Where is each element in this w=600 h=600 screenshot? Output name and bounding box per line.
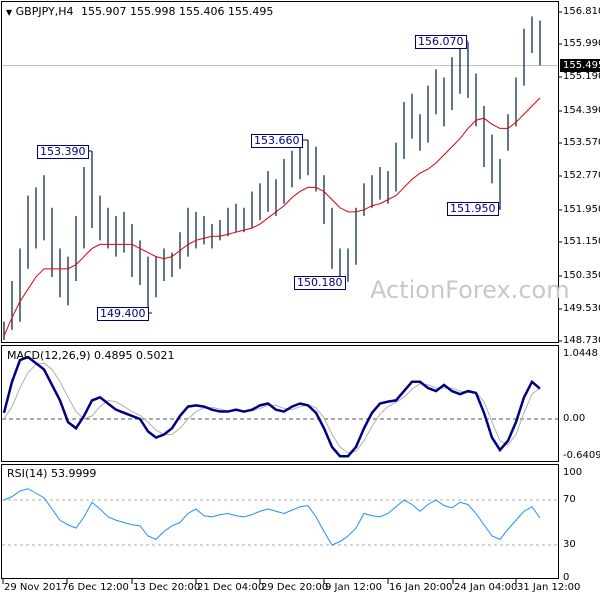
price-annotation: 150.180 bbox=[294, 276, 346, 290]
macd-panel bbox=[1, 345, 559, 462]
date-axis-label: 9 Jan 12:00 bbox=[325, 582, 382, 593]
date-axis-label: 16 Jan 20:00 bbox=[389, 582, 453, 593]
rsi-line bbox=[3, 488, 541, 546]
macd-header: MACD(12,26,9) 0.4895 0.5021 bbox=[7, 349, 175, 362]
date-axis-label: 29 Nov 2017 bbox=[4, 582, 69, 593]
rsi-panel bbox=[1, 464, 559, 579]
date-axis-label: 21 Dec 04:00 bbox=[197, 582, 265, 593]
rsi-axis-label: 0 bbox=[563, 572, 570, 583]
price-axis-label: 153.570 bbox=[563, 137, 600, 148]
dropdown-triangle-icon[interactable]: ▼ bbox=[6, 8, 13, 17]
price-annotation: 153.660 bbox=[251, 134, 303, 148]
price-axis-label: 148.730 bbox=[563, 335, 600, 346]
date-axis-label: 13 Dec 20:00 bbox=[133, 582, 201, 593]
price-axis-label: 149.530 bbox=[563, 303, 600, 314]
price-annotation: 151.950 bbox=[447, 202, 499, 216]
price-annotation: 153.390 bbox=[37, 145, 89, 159]
current-price-tag: 155.495 bbox=[560, 59, 600, 72]
price-axis-label: 152.770 bbox=[563, 170, 600, 181]
date-axis-label: 6 Dec 12:00 bbox=[68, 582, 129, 593]
moving-average-line bbox=[3, 97, 541, 337]
macd-axis-label: -0.6409 bbox=[563, 450, 600, 461]
chart-header: ▼ GBPJPY,H4 155.907 155.998 155.406 155.… bbox=[6, 5, 273, 19]
watermark: ActionForex.com bbox=[370, 276, 570, 304]
rsi-header: RSI(14) 53.9999 bbox=[7, 467, 97, 480]
rsi-axis-label: 30 bbox=[563, 539, 576, 550]
macd-axis-label: 1.0448 bbox=[563, 348, 598, 359]
macd-axis-label: 0.00 bbox=[563, 413, 586, 424]
date-axis-label: 24 Jan 04:00 bbox=[454, 582, 518, 593]
rsi-axis-label: 100 bbox=[563, 467, 583, 478]
price-axis-label: 154.390 bbox=[563, 105, 600, 116]
symbol-label: GBPJPY,H4 bbox=[15, 5, 74, 18]
price-axis-label: 155.190 bbox=[563, 71, 600, 82]
price-axis-label: 156.810 bbox=[563, 6, 600, 17]
ohlc-values: 155.907 155.998 155.406 155.495 bbox=[80, 5, 274, 18]
price-annotation: 149.400 bbox=[97, 307, 149, 321]
date-axis-label: 29 Dec 20:00 bbox=[261, 582, 329, 593]
rsi-axis-label: 70 bbox=[563, 494, 576, 505]
main-panel bbox=[1, 1, 559, 343]
price-axis-label: 151.150 bbox=[563, 236, 600, 247]
price-axis-label: 150.350 bbox=[563, 270, 600, 281]
date-axis-label: 31 Jan 12:00 bbox=[517, 582, 581, 593]
price-axis-label: 155.990 bbox=[563, 38, 600, 49]
price-axis-label: 151.950 bbox=[563, 204, 600, 215]
price-annotation: 156.070 bbox=[415, 35, 467, 49]
macd-line bbox=[2, 355, 541, 458]
